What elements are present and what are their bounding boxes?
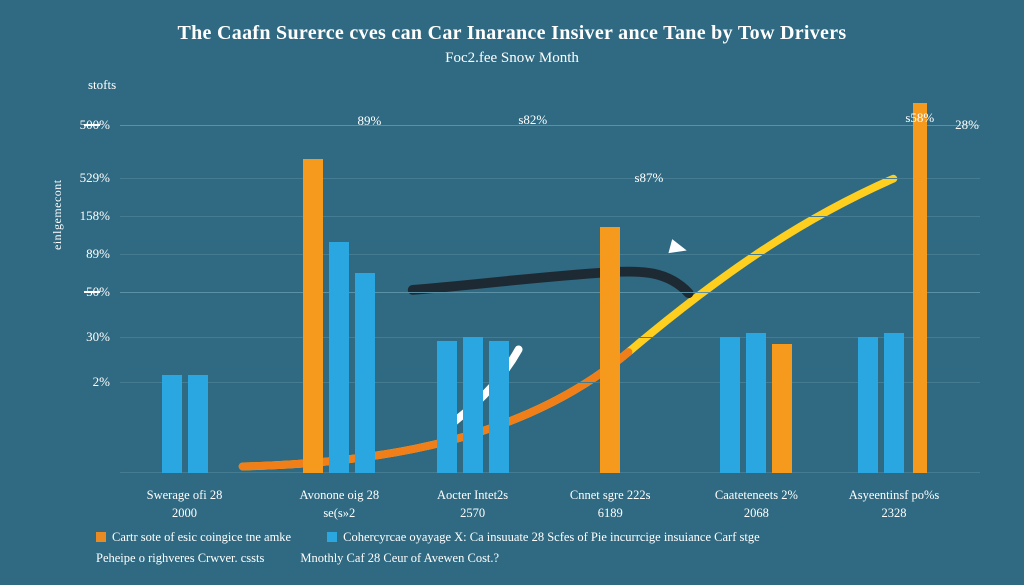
x-category-label: Asyeentinsf po%s2328 bbox=[824, 487, 964, 522]
legend: Cartr sote of esic coingice tne amke Cohe… bbox=[96, 526, 976, 569]
value-label: s87% bbox=[634, 170, 663, 186]
chart-stage: The Caafn Surerce cves can Car Inarance … bbox=[0, 0, 1024, 585]
x-category-label: Cnnet sgre 222s6189 bbox=[540, 487, 680, 522]
y-tick-mark bbox=[84, 124, 100, 126]
gridline bbox=[120, 337, 980, 338]
gridline bbox=[120, 125, 980, 126]
x-axis-line bbox=[120, 472, 980, 473]
y-label-side: einlgemecont bbox=[50, 179, 65, 250]
legend-text: Mnothly Caf 28 Ceur of Avewen Cost.? bbox=[300, 551, 499, 565]
bar bbox=[600, 227, 620, 473]
legend-text: Cartr sote of esic coingice tne amke bbox=[112, 530, 291, 544]
plot-area: 500%529%158%89%50%30%2%Swerage ofi 28200… bbox=[120, 95, 980, 473]
x-category-label: Aocter Intet2s2570 bbox=[403, 487, 543, 522]
bar bbox=[720, 337, 740, 473]
gridline bbox=[120, 292, 980, 293]
bar bbox=[162, 375, 182, 473]
chart-title: The Caafn Surerce cves can Car Inarance … bbox=[0, 22, 1024, 45]
x-category-label: Caateteneets 2%2068 bbox=[686, 487, 826, 522]
y-tick-label: 30% bbox=[86, 329, 110, 345]
y-tick-label: 529% bbox=[80, 170, 110, 186]
value-label: s82% bbox=[518, 112, 547, 128]
bar bbox=[329, 242, 349, 473]
bar bbox=[463, 337, 483, 473]
bar bbox=[884, 333, 904, 473]
gridline bbox=[120, 254, 980, 255]
y-tick-label: 2% bbox=[93, 374, 110, 390]
bar bbox=[858, 337, 878, 473]
legend-swatch bbox=[96, 532, 106, 542]
bar bbox=[746, 333, 766, 473]
value-label: s58% bbox=[905, 110, 934, 126]
bar bbox=[188, 375, 208, 473]
y-label-top: stofts bbox=[88, 77, 116, 93]
legend-text: Peheipe o righveres Crwver. cssts bbox=[96, 551, 264, 565]
y-tick-label: 158% bbox=[80, 208, 110, 224]
y-tick-mark bbox=[84, 291, 100, 293]
curve bbox=[413, 272, 689, 294]
curve bbox=[243, 352, 629, 466]
bar bbox=[355, 273, 375, 473]
gridline bbox=[120, 382, 980, 383]
legend-swatch bbox=[327, 532, 337, 542]
bar bbox=[303, 159, 323, 473]
curve-overlay bbox=[120, 95, 980, 473]
gridline bbox=[120, 178, 980, 179]
gridline bbox=[120, 216, 980, 217]
value-label: 28% bbox=[955, 117, 979, 133]
y-tick-label: 89% bbox=[86, 246, 110, 262]
bar bbox=[913, 103, 927, 473]
bar bbox=[489, 341, 509, 473]
value-label: 89% bbox=[357, 113, 381, 129]
x-category-label: Avonone oig 28se(s»2 bbox=[269, 487, 409, 522]
x-category-label: Swerage ofi 282000 bbox=[115, 487, 255, 522]
bar bbox=[437, 341, 457, 473]
bar bbox=[772, 344, 792, 473]
chart-subtitle: Foc2.fee Snow Month bbox=[0, 50, 1024, 67]
legend-text: Cohercyrcae oyayage X: Ca insuuate 28 Sc… bbox=[343, 530, 760, 544]
